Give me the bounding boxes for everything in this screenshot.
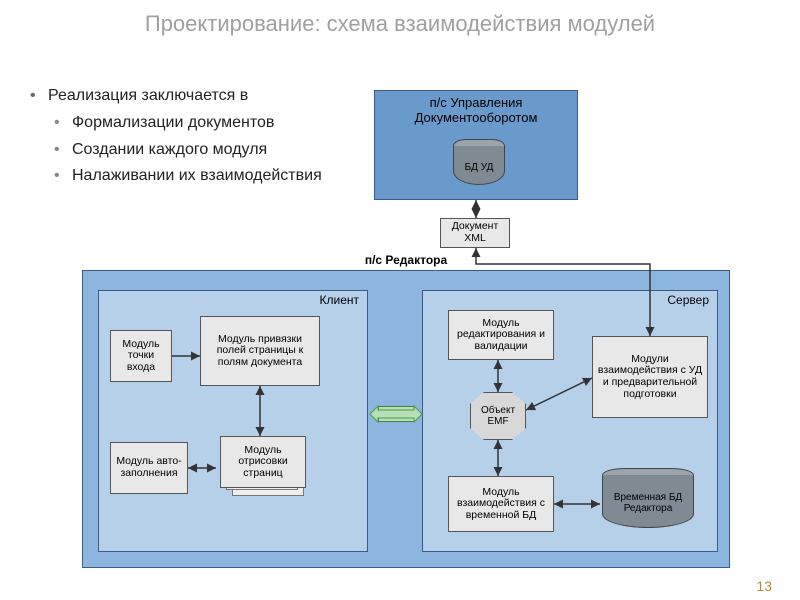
- top-panel-label: п/с Управления Документооборотом: [375, 95, 577, 125]
- client-panel-label: Клиент: [320, 293, 360, 307]
- http-badge: HTTP: [378, 406, 415, 422]
- page-number: 13: [756, 578, 772, 594]
- db-ud-cylinder: БД УД: [453, 139, 505, 185]
- bullet-root: Реализация заключается в: [30, 86, 322, 107]
- autofill-box: Модуль авто-заполнения: [110, 442, 188, 494]
- bullet-item: Формализации документов: [54, 113, 322, 134]
- ud-box: Модули взаимодействия с УД и предварител…: [592, 336, 708, 418]
- doc-xml-box: Документ XML: [440, 218, 510, 248]
- bullet-item: Создании каждого модуля: [54, 140, 322, 161]
- entry-box: Модуль точки входа: [110, 330, 172, 382]
- tempdb-mod-box: Модуль взаимодействия с временной БД: [448, 476, 554, 532]
- bullet-list: Реализация заключается в Формализации до…: [30, 86, 322, 193]
- slide-title: Проектирование: схема взаимодействия мод…: [0, 0, 800, 42]
- edit-box: Модуль редактирования и валидации: [448, 310, 554, 360]
- server-panel-label: Сервер: [667, 293, 709, 307]
- bind-box: Модуль привязки полей страницы к полям д…: [200, 316, 320, 386]
- emf-octagon: Объект EMF: [470, 392, 526, 440]
- render-box: Модуль отрисовки страниц: [220, 436, 306, 488]
- db-ud-label: БД УД: [465, 162, 494, 173]
- top-panel: п/с Управления Документооборотом БД УД: [374, 90, 578, 200]
- tempdb-cylinder: Временная БД Редактора: [602, 468, 694, 528]
- editor-panel-label: п/с Редактора: [83, 253, 729, 267]
- tempdb-label: Временная БД Редактора: [603, 492, 693, 514]
- bullet-item: Налаживании их взаимодействия: [54, 166, 322, 187]
